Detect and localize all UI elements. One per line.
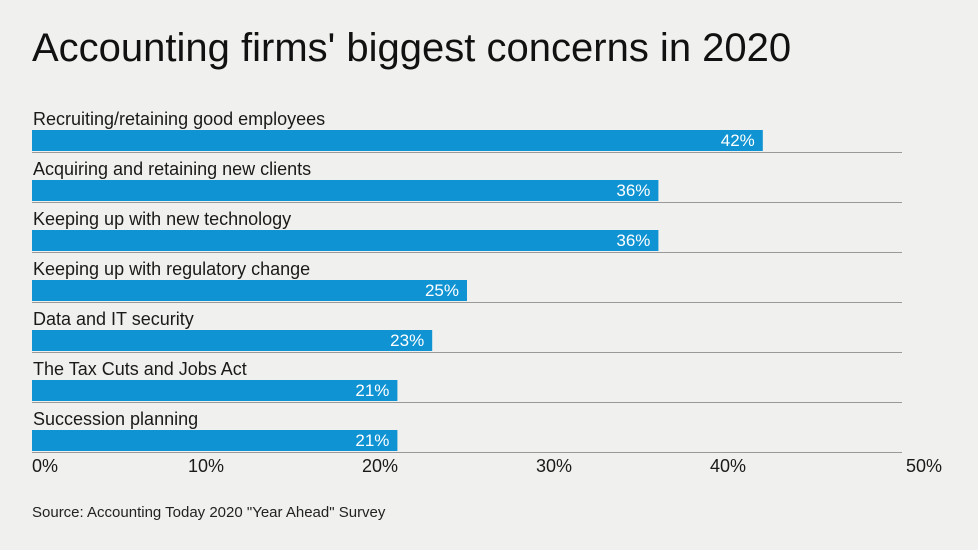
bar-value-label: 25% <box>425 281 459 300</box>
x-tick-label: 20% <box>362 456 398 476</box>
bar <box>32 230 659 251</box>
bar-row: Keeping up with regulatory change 25% <box>32 259 902 303</box>
bar-value-label: 21% <box>355 431 389 450</box>
bar-value-label: 42% <box>721 131 755 150</box>
bar <box>32 280 467 301</box>
category-label: Acquiring and retaining new clients <box>33 159 311 179</box>
bar-value-label: 21% <box>355 381 389 400</box>
bar-value-label: 36% <box>616 231 650 250</box>
category-label: The Tax Cuts and Jobs Act <box>33 359 247 379</box>
bar <box>32 130 763 151</box>
category-label: Data and IT security <box>33 309 194 329</box>
category-label: Keeping up with new technology <box>33 209 291 229</box>
bar-row: Acquiring and retaining new clients 36% <box>32 159 902 203</box>
x-tick-label: 30% <box>536 456 572 476</box>
bar-row: The Tax Cuts and Jobs Act 21% <box>32 359 902 403</box>
chart-title: Accounting firms' biggest concerns in 20… <box>32 26 792 70</box>
category-label: Recruiting/retaining good employees <box>33 109 325 129</box>
category-label: Succession planning <box>33 409 198 429</box>
bar-value-label: 36% <box>616 181 650 200</box>
category-label: Keeping up with regulatory change <box>33 259 310 279</box>
bar-row: Succession planning 21% <box>32 409 902 453</box>
source-note: Source: Accounting Today 2020 "Year Ahea… <box>32 504 386 521</box>
bar-row: Keeping up with new technology 36% <box>32 209 902 253</box>
bar-row: Recruiting/retaining good employees 42% <box>32 109 902 153</box>
bar <box>32 380 398 401</box>
x-tick-label: 50% <box>906 456 942 476</box>
x-tick-label: 40% <box>710 456 746 476</box>
bar-value-label: 23% <box>390 331 424 350</box>
bar <box>32 330 433 351</box>
bar-row: Data and IT security 23% <box>32 309 902 353</box>
x-tick-label: 10% <box>188 456 224 476</box>
bar <box>32 430 398 451</box>
bar <box>32 180 659 201</box>
x-tick-label: 0% <box>32 456 58 476</box>
